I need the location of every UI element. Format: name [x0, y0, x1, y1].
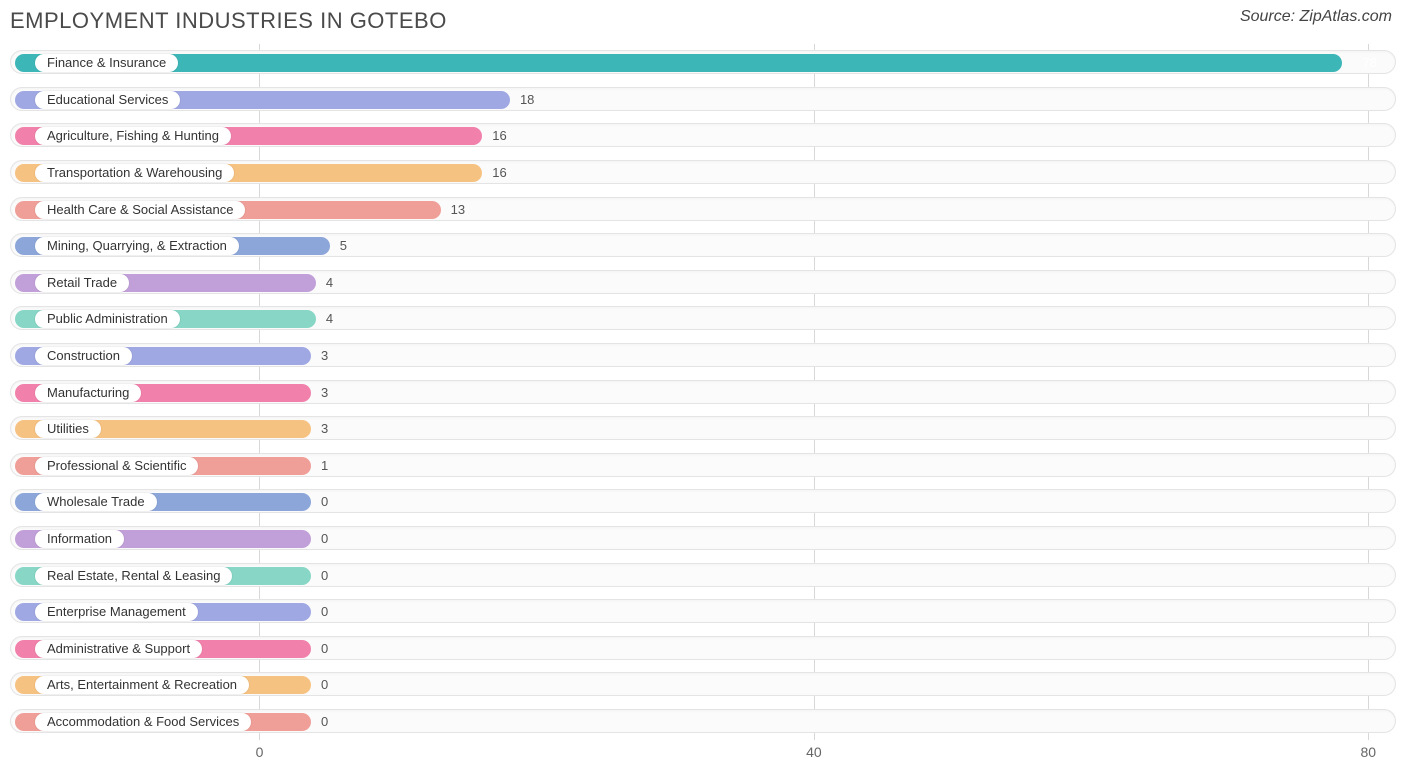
bar-track: Agriculture, Fishing & Hunting 16 — [10, 123, 1396, 147]
bar-label: Real Estate, Rental & Leasing — [35, 567, 232, 585]
bar-track: Mining, Quarrying, & Extraction 5 — [10, 233, 1396, 257]
bar-value: 0 — [321, 603, 328, 621]
bar-row: Finance & Insurance 78 — [10, 44, 1396, 81]
bar-row: Real Estate, Rental & Leasing 0 — [10, 556, 1396, 593]
chart-plot-area: Finance & Insurance 78 Educational Service… — [10, 44, 1396, 740]
bar-value: 0 — [321, 493, 328, 511]
bar-track: Enterprise Management 0 — [10, 599, 1396, 623]
bar-label: Health Care & Social Assistance — [35, 201, 245, 219]
bar-value: 18 — [520, 91, 534, 109]
bar-track: Real Estate, Rental & Leasing 0 — [10, 563, 1396, 587]
bar-value: 3 — [321, 420, 328, 438]
bar-value: 5 — [340, 237, 347, 255]
chart-container: EMPLOYMENT INDUSTRIES IN GOTEBO Source: … — [0, 0, 1406, 776]
bar-track: Administrative & Support 0 — [10, 636, 1396, 660]
bar-track: Educational Services 18 — [10, 87, 1396, 111]
bar-value: 3 — [321, 384, 328, 402]
bar-value: 13 — [451, 201, 465, 219]
bar-row: Transportation & Warehousing 16 — [10, 154, 1396, 191]
bar-track: Utilities 3 — [10, 416, 1396, 440]
bar-track: Finance & Insurance 78 — [10, 50, 1396, 74]
bar-value: 16 — [492, 127, 506, 145]
bar-track: Professional & Scientific 1 — [10, 453, 1396, 477]
bar-row: Educational Services 18 — [10, 81, 1396, 118]
bar-row: Health Care & Social Assistance 13 — [10, 190, 1396, 227]
bar-value: 16 — [492, 164, 506, 182]
bar-label: Wholesale Trade — [35, 493, 157, 511]
bar-row: Public Administration 4 — [10, 300, 1396, 337]
bar — [15, 54, 1342, 72]
bar-label: Finance & Insurance — [35, 54, 178, 72]
bar-track: Public Administration 4 — [10, 306, 1396, 330]
bar-track: Information 0 — [10, 526, 1396, 550]
bar-row: Construction 3 — [10, 337, 1396, 374]
bar-track: Manufacturing 3 — [10, 380, 1396, 404]
bar-label: Professional & Scientific — [35, 457, 198, 475]
x-axis-tick: 40 — [806, 744, 822, 760]
chart-rows: Finance & Insurance 78 Educational Service… — [10, 44, 1396, 739]
bar-row: Enterprise Management 0 — [10, 593, 1396, 630]
bar-value: 0 — [321, 676, 328, 694]
bar-track: Health Care & Social Assistance 13 — [10, 197, 1396, 221]
bar-row: Manufacturing 3 — [10, 373, 1396, 410]
bar-label: Manufacturing — [35, 384, 141, 402]
bar-row: Wholesale Trade 0 — [10, 483, 1396, 520]
bar-value: 1 — [321, 457, 328, 475]
bar-track: Transportation & Warehousing 16 — [10, 160, 1396, 184]
bar-label: Administrative & Support — [35, 640, 202, 658]
bar-label: Agriculture, Fishing & Hunting — [35, 127, 231, 145]
bar-label: Enterprise Management — [35, 603, 198, 621]
chart-header: EMPLOYMENT INDUSTRIES IN GOTEBO Source: … — [10, 8, 1396, 44]
bar-track: Wholesale Trade 0 — [10, 489, 1396, 513]
bar-label: Mining, Quarrying, & Extraction — [35, 237, 239, 255]
bar-value: 78 — [1363, 54, 1377, 72]
bar-row: Mining, Quarrying, & Extraction 5 — [10, 227, 1396, 264]
bar-label: Arts, Entertainment & Recreation — [35, 676, 249, 694]
bar-label: Transportation & Warehousing — [35, 164, 234, 182]
bar-label: Retail Trade — [35, 274, 129, 292]
bar-track: Accommodation & Food Services 0 — [10, 709, 1396, 733]
bar-track: Construction 3 — [10, 343, 1396, 367]
bar-row: Agriculture, Fishing & Hunting 16 — [10, 117, 1396, 154]
bar-label: Construction — [35, 347, 132, 365]
bar-value: 0 — [321, 713, 328, 731]
bar-label: Information — [35, 530, 124, 548]
bar-row: Professional & Scientific 1 — [10, 447, 1396, 484]
bar-row: Arts, Entertainment & Recreation 0 — [10, 666, 1396, 703]
x-axis-tick: 0 — [256, 744, 264, 760]
bar-label: Educational Services — [35, 91, 180, 109]
bar-value: 0 — [321, 530, 328, 548]
chart-x-axis: 0 40 80 — [10, 742, 1396, 770]
bar-label: Utilities — [35, 420, 101, 438]
bar-row: Utilities 3 — [10, 410, 1396, 447]
bar-label: Accommodation & Food Services — [35, 713, 251, 731]
bar-value: 0 — [321, 567, 328, 585]
chart-title: EMPLOYMENT INDUSTRIES IN GOTEBO — [10, 8, 447, 34]
chart-source: Source: ZipAtlas.com — [1240, 8, 1396, 26]
x-axis-tick: 80 — [1360, 744, 1376, 760]
bar-value: 0 — [321, 640, 328, 658]
bar-value: 3 — [321, 347, 328, 365]
bar-track: Retail Trade 4 — [10, 270, 1396, 294]
bar-row: Retail Trade 4 — [10, 264, 1396, 301]
bar-value: 4 — [326, 310, 333, 328]
bar-label: Public Administration — [35, 310, 180, 328]
bar-track: Arts, Entertainment & Recreation 0 — [10, 672, 1396, 696]
bar-value: 4 — [326, 274, 333, 292]
bar-row: Administrative & Support 0 — [10, 630, 1396, 667]
bar-row: Accommodation & Food Services 0 — [10, 703, 1396, 740]
bar-row: Information 0 — [10, 520, 1396, 557]
